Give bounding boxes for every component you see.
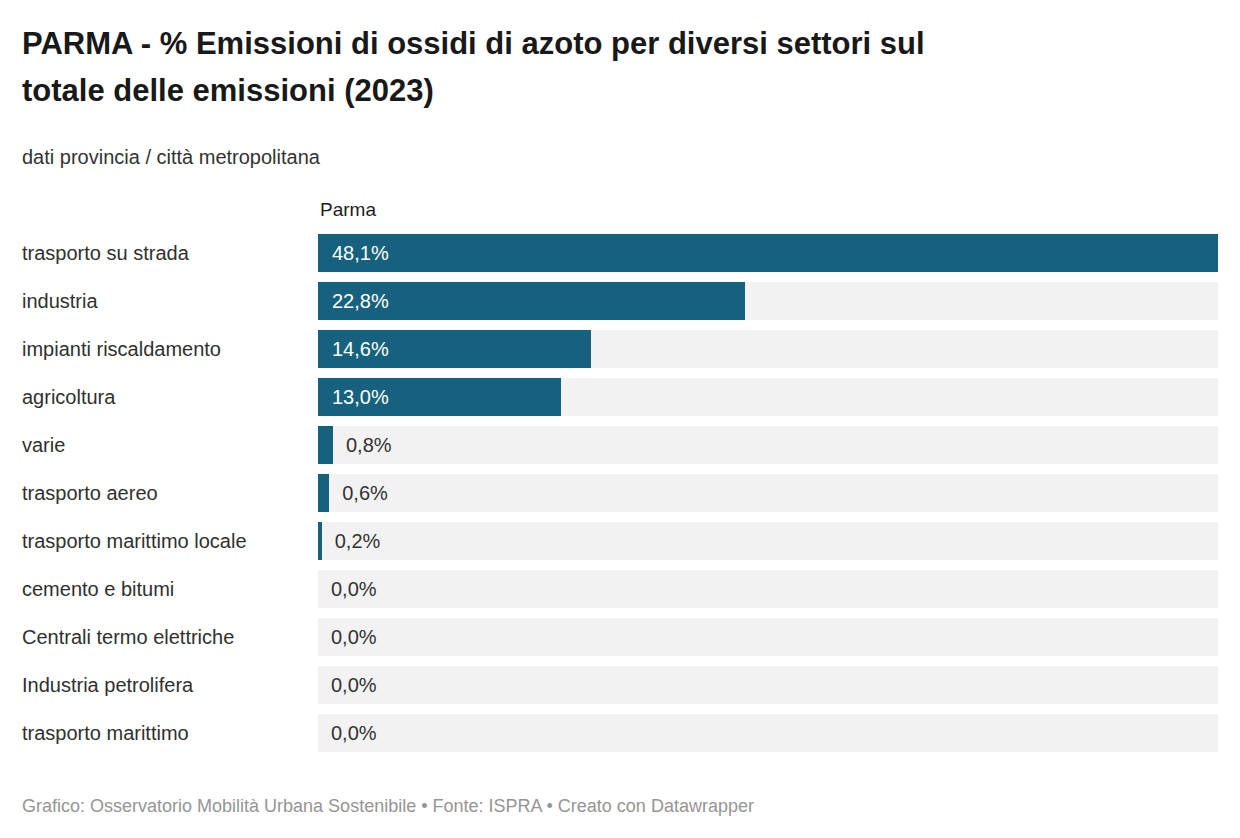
bar-row: impianti riscaldamento 14,6% xyxy=(22,330,1218,368)
chart-title-line1: PARMA - % Emissioni di ossidi di azoto p… xyxy=(22,26,925,61)
bar-track: 48,1% xyxy=(318,234,1218,272)
value-label: 0,2% xyxy=(335,530,381,553)
category-label: cemento e bitumi xyxy=(22,570,318,608)
category-label: varie xyxy=(22,426,318,464)
bar-row: trasporto marittimo locale 0,2% xyxy=(22,522,1218,560)
value-label: 0,0% xyxy=(331,722,377,745)
bar-track: 0,0% xyxy=(318,570,1218,608)
bar-track: 0,8% xyxy=(318,426,1218,464)
bar-row: cemento e bitumi 0,0% xyxy=(22,570,1218,608)
bar xyxy=(318,474,329,512)
category-label: trasporto aereo xyxy=(22,474,318,512)
bar-row: industria 22,8% xyxy=(22,282,1218,320)
chart-title-line2: totale delle emissioni (2023) xyxy=(22,73,434,108)
bar-track: 0,0% xyxy=(318,714,1218,752)
bar-row: trasporto su strada 48,1% xyxy=(22,234,1218,272)
bar-track: 22,8% xyxy=(318,282,1218,320)
value-label: 48,1% xyxy=(332,242,389,265)
bar-track: 13,0% xyxy=(318,378,1218,416)
bar xyxy=(318,522,322,560)
chart-title: PARMA - % Emissioni di ossidi di azoto p… xyxy=(22,20,1218,114)
value-label: 0,0% xyxy=(331,578,377,601)
category-label: trasporto su strada xyxy=(22,234,318,272)
chart-footer-attribution: Grafico: Osservatorio Mobilità Urbana So… xyxy=(22,794,1218,818)
chart-card: PARMA - % Emissioni di ossidi di azoto p… xyxy=(0,0,1240,838)
value-label: 0,8% xyxy=(346,434,392,457)
category-label: Centrali termo elettriche xyxy=(22,618,318,656)
bar-track: 0,0% xyxy=(318,666,1218,704)
bar-track: 0,6% xyxy=(318,474,1218,512)
bar-row: agricoltura 13,0% xyxy=(22,378,1218,416)
value-label: 0,6% xyxy=(342,482,388,505)
bar xyxy=(318,426,333,464)
category-label: agricoltura xyxy=(22,378,318,416)
category-label: impianti riscaldamento xyxy=(22,330,318,368)
bar-track: 0,0% xyxy=(318,618,1218,656)
bar-row: varie 0,8% xyxy=(22,426,1218,464)
category-label: trasporto marittimo xyxy=(22,714,318,752)
bar-track: 0,2% xyxy=(318,522,1218,560)
category-label: trasporto marittimo locale xyxy=(22,522,318,560)
bar-row: trasporto marittimo 0,0% xyxy=(22,714,1218,752)
category-label: industria xyxy=(22,282,318,320)
column-header: Parma xyxy=(22,198,1218,222)
bar-row: Industria petrolifera 0,0% xyxy=(22,666,1218,704)
value-label: 14,6% xyxy=(332,338,389,361)
value-label: 0,0% xyxy=(331,674,377,697)
value-label: 13,0% xyxy=(332,386,389,409)
value-label: 22,8% xyxy=(332,290,389,313)
bar-chart: trasporto su strada 48,1% industria 22,8… xyxy=(22,234,1218,752)
bar-track: 14,6% xyxy=(318,330,1218,368)
bar xyxy=(318,234,1218,272)
bar-row: Centrali termo elettriche 0,0% xyxy=(22,618,1218,656)
category-label: Industria petrolifera xyxy=(22,666,318,704)
value-label: 0,0% xyxy=(331,626,377,649)
bar-row: trasporto aereo 0,6% xyxy=(22,474,1218,512)
chart-subtitle: dati provincia / città metropolitana xyxy=(22,144,1218,170)
